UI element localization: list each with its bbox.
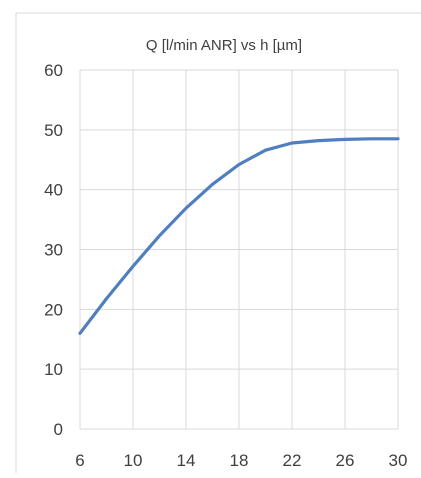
x-tick-label: 30 (389, 451, 408, 470)
y-tick-label: 60 (44, 61, 63, 80)
x-tick-label: 14 (177, 451, 196, 470)
y-tick-label: 10 (44, 360, 63, 379)
chart-title: Q [l/min ANR] vs h [µm] (146, 37, 302, 54)
y-tick-label: 20 (44, 300, 63, 319)
x-tick-label: 6 (75, 451, 84, 470)
x-axis-ticks: 6 10 14 18 22 26 30 (75, 451, 407, 470)
y-tick-label: 50 (44, 121, 63, 140)
x-tick-label: 26 (336, 451, 355, 470)
x-tick-label: 22 (283, 451, 302, 470)
x-tick-label: 18 (230, 451, 249, 470)
y-axis-ticks: 0 10 20 30 40 50 60 (44, 61, 63, 439)
x-tick-label: 10 (124, 451, 143, 470)
gridlines (79, 69, 399, 430)
y-tick-label: 30 (44, 241, 63, 260)
y-tick-label: 0 (54, 420, 63, 439)
y-tick-label: 40 (44, 181, 63, 200)
series-line (78, 137, 400, 335)
series-layer (78, 137, 400, 335)
